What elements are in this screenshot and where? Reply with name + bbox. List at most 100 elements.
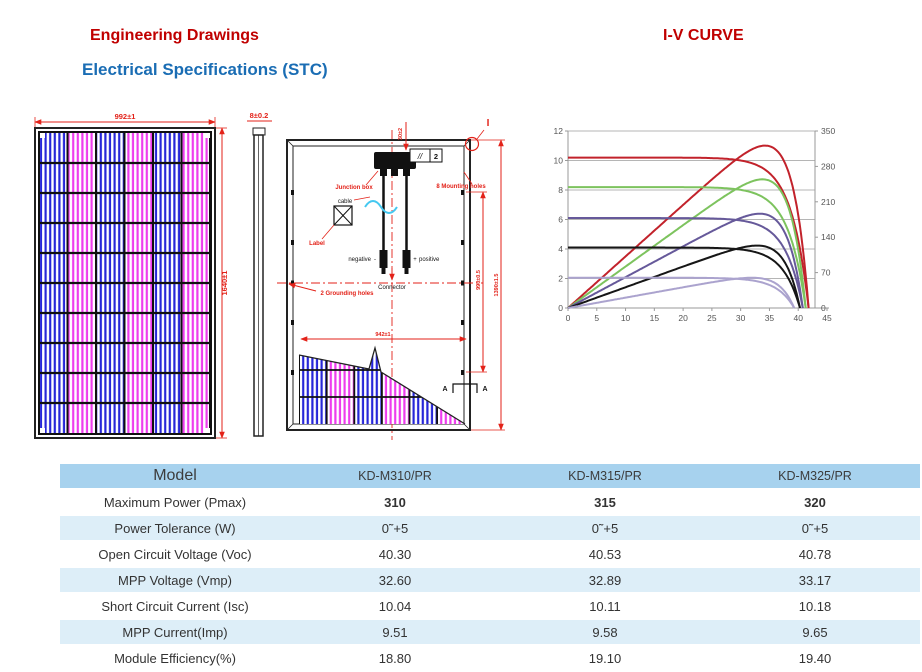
positive-sign: + xyxy=(413,257,417,263)
parallel-symbol: // xyxy=(417,152,423,161)
model-column-header: KD-M310/PR xyxy=(290,464,500,490)
overall-height-dimension: 1390±1.5 xyxy=(494,274,500,297)
jbox-offset-dimension: 30±2 xyxy=(398,128,404,140)
spec-value: 32.89 xyxy=(500,567,710,594)
spec-row: Short Circuit Current (Isc) 10.04 10.11 10.… xyxy=(60,593,920,620)
spec-value: 0˜+5 xyxy=(500,515,710,542)
left-tick-label: 4 xyxy=(558,244,563,254)
parallel-value: 2 xyxy=(434,152,438,161)
spec-row: Power Tolerance (W) 0˜+5 0˜+5 0˜+5 xyxy=(60,515,920,542)
x-tick-label: 20 xyxy=(678,313,688,323)
spec-row: MPP Voltage (Vmp) 32.60 32.89 33.17 xyxy=(60,567,920,594)
right-tick-label: 210 xyxy=(821,197,835,207)
right-tick-label: 0 xyxy=(821,303,826,313)
iv-curve-light-purple xyxy=(568,276,796,309)
spec-row: Maximum Power (Pmax) 310 315 320 xyxy=(60,489,920,516)
pv-curve-red xyxy=(567,144,810,309)
negative-label: negative xyxy=(348,257,371,263)
spec-value: 9.65 xyxy=(710,619,920,646)
iv-curve-red xyxy=(568,156,810,309)
spec-table: Model KD-M310/PR KD-M315/PR KD-M325/PR Maxi… xyxy=(60,464,920,672)
spec-row-label: Short Circuit Current (Isc) xyxy=(60,593,290,620)
left-tick-label: 6 xyxy=(558,215,563,225)
left-tick-label: 12 xyxy=(554,126,564,136)
iv-curve-green xyxy=(568,186,807,309)
model-column-header: KD-M315/PR xyxy=(500,464,710,490)
detail-marker: I xyxy=(487,118,490,129)
positive-label: positive xyxy=(419,257,440,263)
spec-value: 19.10 xyxy=(500,645,710,672)
frame-corner-joints xyxy=(286,139,471,431)
right-tick-label: 70 xyxy=(821,268,831,278)
left-tick-label: 2 xyxy=(558,274,563,284)
section-cut-edge xyxy=(298,345,466,425)
spec-value: 32.60 xyxy=(290,567,500,594)
spec-value: 310 xyxy=(290,489,500,516)
spec-header-row: Model KD-M310/PR KD-M315/PR KD-M325/PR xyxy=(60,464,920,490)
spec-value: 19.40 xyxy=(710,645,920,672)
section-letter-right: A xyxy=(482,386,487,393)
right-tick-label: 140 xyxy=(821,232,835,242)
right-tick-label: 280 xyxy=(821,161,835,171)
junction-box-callout: Junction box xyxy=(335,185,373,191)
heading-engineering-drawings: Engineering Drawings xyxy=(90,27,259,44)
connector-label: Connector xyxy=(378,285,406,291)
detail-circle xyxy=(464,136,480,152)
pv-curve-purple xyxy=(567,212,804,309)
mounting-holes-callout: 8 Mounting holes xyxy=(436,184,486,190)
x-tick-label: 45 xyxy=(822,313,832,323)
spec-row-label: Maximum Power (Pmax) xyxy=(60,489,290,516)
heading-electrical-specifications: Electrical Specifications (STC) xyxy=(82,60,328,79)
spec-value: 320 xyxy=(710,489,920,516)
spec-value: 10.04 xyxy=(290,593,500,620)
spec-table-head: Model KD-M310/PR KD-M315/PR KD-M325/PR xyxy=(60,464,920,490)
spec-value: 10.18 xyxy=(710,593,920,620)
back-view-drawing: negative - + positive Connector Label Ju… xyxy=(277,118,505,440)
heading-iv-curve: I-V CURVE xyxy=(663,27,744,44)
cables xyxy=(382,176,408,250)
x-tick-label: 15 xyxy=(650,313,660,323)
model-column-header: KD-M325/PR xyxy=(710,464,920,490)
iv-curve-purple xyxy=(568,217,804,309)
spec-row-label: Module Efficiency(%) xyxy=(60,645,290,672)
engineering-drawing: 992±1 1640±1 8±0.2 xyxy=(34,111,505,440)
left-tick-label: 10 xyxy=(554,156,564,166)
junction-box xyxy=(374,152,416,176)
front-view-drawing: 992±1 1640±1 xyxy=(34,112,229,439)
spec-value: 40.30 xyxy=(290,541,500,568)
grounding-holes-callout: 2 Grounding holes xyxy=(320,291,374,297)
spec-value: 40.78 xyxy=(710,541,920,568)
side-thickness-dimension: 8±0.2 xyxy=(250,111,269,120)
hole-spacing-v-dimension: 990±0.5 xyxy=(476,270,482,290)
spec-value: 10.11 xyxy=(500,593,710,620)
left-tick-label: 8 xyxy=(558,185,563,195)
x-tick-label: 25 xyxy=(707,313,717,323)
spec-value: 40.53 xyxy=(500,541,710,568)
spec-row-label: MPP Voltage (Vmp) xyxy=(60,567,290,594)
right-tick-label: 350 xyxy=(821,126,835,136)
x-tick-label: 10 xyxy=(621,313,631,323)
spec-row: Module Efficiency(%) 18.80 19.10 19.40 xyxy=(60,645,920,672)
section-letter-left: A xyxy=(442,386,447,393)
negative-sign: - xyxy=(374,257,376,263)
spec-value: 0˜+5 xyxy=(710,515,920,542)
label-callout: Label xyxy=(309,241,325,247)
corner-keys xyxy=(40,133,210,433)
iv-curve-black xyxy=(568,246,801,309)
pv-curve-light-purple xyxy=(567,276,796,309)
x-tick-label: 30 xyxy=(736,313,746,323)
left-tick-label: 0 xyxy=(558,303,563,313)
spec-value: 9.51 xyxy=(290,619,500,646)
x-tick-label: 35 xyxy=(765,313,775,323)
front-height-dimension: 1640±1 xyxy=(220,271,229,296)
x-tick-label: 5 xyxy=(594,313,599,323)
model-header: Model xyxy=(60,464,290,490)
x-tick-label: 40 xyxy=(793,313,803,323)
cell-row-lines xyxy=(40,161,211,405)
x-tick-label: 0 xyxy=(566,313,571,323)
spec-row-label: Power Tolerance (W) xyxy=(60,515,290,542)
spec-value: 9.58 xyxy=(500,619,710,646)
hole-spacing-h-dimension: 942±1 xyxy=(375,332,390,338)
cable-break-squiggle xyxy=(364,200,398,214)
